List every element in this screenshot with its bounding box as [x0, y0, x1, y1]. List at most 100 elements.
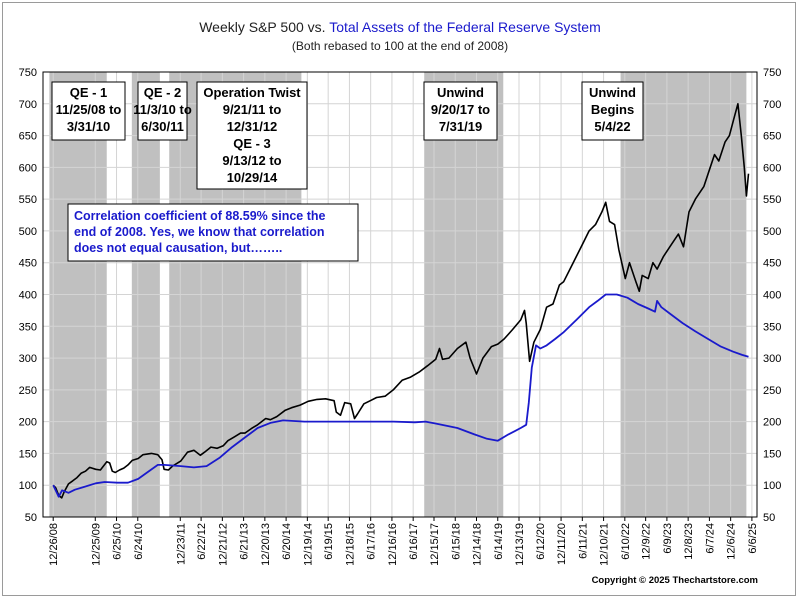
y-tick-label-right: 50 [763, 512, 775, 524]
x-tick-label: 6/10/22 [620, 523, 632, 560]
annotation-box-frame [51, 81, 126, 141]
x-tick-label: 6/19/15 [323, 523, 335, 560]
y-tick-label-left: 400 [19, 290, 37, 302]
annotation-line: QE - 3 [233, 136, 271, 151]
x-tick-label: 6/11/21 [577, 523, 589, 559]
y-tick-label-right: 650 [763, 131, 781, 143]
y-tick-label-right: 350 [763, 321, 781, 333]
annotation-line: 11/3/10 to [133, 102, 192, 117]
y-tick-label-left: 350 [19, 321, 37, 333]
annotation-line: 12/31/12 [227, 119, 278, 134]
y-tick-label-right: 500 [763, 226, 781, 238]
y-tick-label-right: 150 [763, 448, 781, 460]
chart-title-part1: Weekly S&P 500 vs. [199, 19, 329, 35]
x-tick-label: 12/18/15 [344, 523, 356, 566]
x-tick-label: 6/6/25 [747, 523, 759, 554]
y-tick-label-right: 250 [763, 385, 781, 397]
y-tick-label-right: 600 [763, 162, 781, 174]
x-tick-label: 6/17/16 [366, 523, 378, 560]
annotation-line: Unwind [589, 85, 636, 100]
x-tick-label: 12/13/19 [514, 523, 526, 566]
y-tick-label-left: 550 [19, 194, 37, 206]
y-tick-label-left: 250 [19, 385, 37, 397]
annotation-box-frame [581, 81, 644, 141]
plot-area: 50 50 100 100 150 150 200 200 250 250 300 300 350 350… [19, 67, 782, 566]
y-tick-label-right: 300 [763, 353, 781, 365]
annotation-line: 11/25/08 to [56, 102, 122, 117]
y-tick-label-left: 50 [25, 512, 37, 524]
y-tick-label-left: 600 [19, 162, 37, 174]
annotation-line: QE - 1 [70, 85, 108, 100]
y-tick-label-left: 200 [19, 417, 37, 429]
x-tick-label: 6/12/20 [535, 523, 547, 560]
annotation-line: Begins [591, 102, 634, 117]
correlation-note-line: end of 2008. Yes, we know that correlati… [74, 225, 325, 239]
y-tick-label-right: 700 [763, 99, 781, 111]
correlation-note-box: Correlation coefficient of 88.59% since … [67, 203, 359, 262]
y-tick-label-right: 400 [763, 290, 781, 302]
chart-title-part2: Total Assets of the Federal Reserve Syst… [329, 19, 601, 35]
annotation-line: 6/30/11 [141, 119, 184, 134]
y-tick-label-left: 450 [19, 258, 37, 270]
sp500-series-line [52, 103, 750, 499]
x-tick-label: 12/21/12 [217, 523, 229, 566]
x-tick-label: 12/20/13 [260, 523, 272, 566]
x-tick-label: 12/23/11 [175, 523, 187, 565]
y-tick-label-left: 750 [19, 67, 37, 79]
x-tick-label: 6/14/19 [493, 523, 505, 560]
x-tick-label: 6/15/18 [450, 523, 462, 560]
x-tick-label: 12/14/18 [472, 523, 484, 566]
annotation-box-4: Unwind 9/20/17 to 7/31/19 [423, 81, 498, 141]
annotation-line: 9/20/17 to [431, 102, 490, 117]
annotation-box-1: QE - 1 11/25/08 to 3/31/10 [51, 81, 126, 141]
annotation-line: 9/21/11 to [223, 102, 282, 117]
annotation-line: Unwind [437, 85, 484, 100]
x-tick-label: 12/15/17 [429, 523, 441, 566]
y-tick-label-right: 550 [763, 194, 781, 206]
y-tick-label-right: 100 [763, 480, 781, 492]
annotation-box-3: Operation Twist 9/21/11 to 12/31/12 QE - 3 9… [196, 81, 308, 190]
copyright-text: Copyright © 2025 Thechartstore.com [592, 575, 758, 586]
x-tick-label: 12/19/14 [302, 523, 314, 566]
y-tick-label-left: 650 [19, 131, 37, 143]
annotation-line: 5/4/22 [594, 119, 630, 134]
x-tick-label: 12/6/24 [726, 523, 738, 560]
annotation-line: 9/13/12 to [222, 153, 281, 168]
x-tick-label: 12/9/22 [641, 523, 653, 560]
y-tick-label-left: 500 [19, 226, 37, 238]
x-tick-label: 6/22/12 [196, 523, 208, 560]
x-tick-label: 6/16/17 [408, 523, 420, 560]
chart-title: Weekly S&P 500 vs. Total Assets of the F… [199, 19, 601, 35]
y-tick-label-right: 200 [763, 417, 781, 429]
x-tick-label: 6/9/23 [662, 523, 674, 554]
fed-assets-series-line [52, 293, 749, 498]
annotation-box-2: QE - 2 11/3/10 to 6/30/11 [133, 81, 192, 141]
annotation-line: 7/31/19 [439, 119, 482, 134]
annotation-box-frame [423, 81, 498, 141]
x-tick-label: 12/25/09 [90, 523, 102, 566]
y-tick-label-left: 150 [19, 448, 37, 460]
x-tick-label: 12/8/23 [683, 523, 695, 560]
x-tick-label: 6/25/10 [112, 523, 124, 560]
x-tick-label: 12/16/16 [387, 523, 399, 566]
annotation-box-frame [137, 81, 188, 141]
y-tick-label-left: 700 [19, 99, 37, 111]
correlation-note-line: does not equal causation, but…….. [74, 241, 282, 255]
correlation-note-frame [67, 203, 359, 262]
x-tick-label: 12/10/21 [599, 523, 611, 566]
x-tick-label: 6/24/10 [133, 523, 145, 560]
x-tick-label: 12/26/08 [48, 523, 60, 566]
y-tick-label-left: 300 [19, 353, 37, 365]
x-tick-label: 6/7/24 [704, 523, 716, 554]
x-tick-label: 6/20/14 [281, 523, 293, 560]
y-tick-label-right: 450 [763, 258, 781, 270]
annotation-box-frame [196, 81, 308, 190]
y-tick-label-right: 750 [763, 67, 781, 79]
annotation-line: Operation Twist [203, 85, 301, 100]
correlation-note-line: Correlation coefficient of 88.59% since … [74, 209, 326, 223]
plot-border [42, 71, 758, 518]
chart-subtitle: (Both rebased to 100 at the end of 2008) [292, 39, 508, 53]
x-tick-label: 6/21/13 [239, 523, 251, 560]
